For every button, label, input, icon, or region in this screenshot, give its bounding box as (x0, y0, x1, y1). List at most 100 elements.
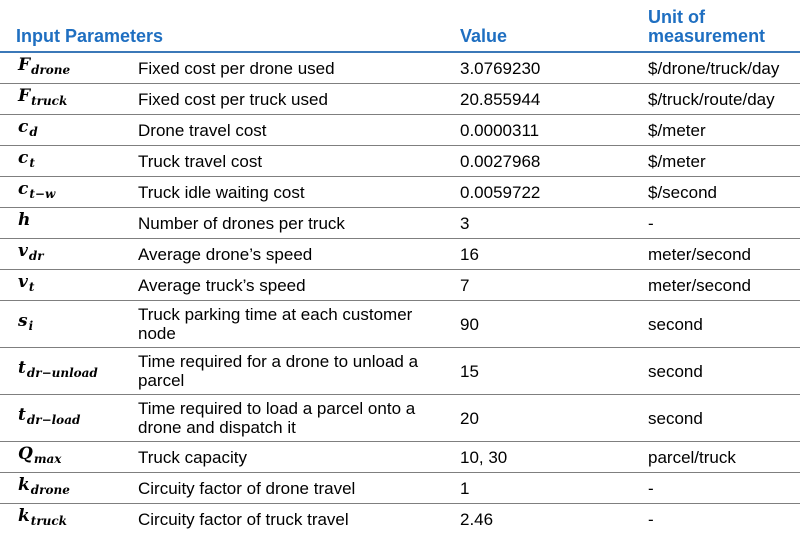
parameter-symbol: si (0, 301, 124, 348)
parameter-value: 10, 30 (446, 442, 642, 473)
table-row: kdrone Circuity factor of drone travel 1… (0, 473, 800, 504)
symbol-base: t (18, 405, 26, 425)
parameter-symbol: cd (0, 115, 124, 146)
parameter-symbol: Qmax (0, 442, 124, 473)
header-unit: Unit of measurement (642, 0, 800, 52)
parameter-unit: parcel/truck (642, 442, 800, 473)
parameter-unit: $/meter (642, 146, 800, 177)
symbol-subscript: drone (31, 483, 70, 497)
parameter-description: Number of drones per truck (124, 208, 446, 239)
parameter-symbol: ct (0, 146, 124, 177)
parameter-unit: - (642, 473, 800, 504)
parameter-value: 0.0027968 (446, 146, 642, 177)
symbol-subscript: dr−load (27, 413, 81, 427)
symbol-base: k (18, 506, 30, 526)
table-body: Fdrone Fixed cost per drone used 3.07692… (0, 52, 800, 534)
table-row: Ftruck Fixed cost per truck used 20.8559… (0, 84, 800, 115)
header-value: Value (446, 0, 642, 52)
table-row: ktruck Circuity factor of truck travel 2… (0, 504, 800, 534)
symbol-subscript: t (29, 156, 35, 170)
symbol-base: t (18, 358, 26, 378)
parameter-unit: meter/second (642, 239, 800, 270)
header-input-parameters: Input Parameters (0, 0, 446, 52)
parameter-symbol: vt (0, 270, 124, 301)
symbol-subscript: d (29, 125, 37, 139)
table-row: ct Truck travel cost 0.0027968 $/meter (0, 146, 800, 177)
parameter-value: 16 (446, 239, 642, 270)
parameter-unit: second (642, 395, 800, 442)
parameter-value: 3 (446, 208, 642, 239)
parameter-unit: second (642, 301, 800, 348)
parameter-value: 1 (446, 473, 642, 504)
parameter-unit: - (642, 208, 800, 239)
symbol-subscript: max (34, 452, 62, 466)
table-header: Input Parameters Value Unit of measureme… (0, 0, 800, 52)
parameter-description: Average truck’s speed (124, 270, 446, 301)
parameter-value: 7 (446, 270, 642, 301)
parameter-description: Time required to load a parcel onto a dr… (124, 395, 446, 442)
table-row: h Number of drones per truck 3 - (0, 208, 800, 239)
parameter-symbol: tdr−unload (0, 348, 124, 395)
parameter-unit: meter/second (642, 270, 800, 301)
parameter-description: Truck idle waiting cost (124, 177, 446, 208)
parameter-description: Truck capacity (124, 442, 446, 473)
parameter-value: 15 (446, 348, 642, 395)
symbol-base: F (18, 55, 30, 75)
symbol-base: v (18, 241, 28, 261)
parameter-description: Truck travel cost (124, 146, 446, 177)
parameter-description: Fixed cost per truck used (124, 84, 446, 115)
parameter-unit: - (642, 504, 800, 534)
parameter-symbol: Ftruck (0, 84, 124, 115)
parameter-value: 20.855944 (446, 84, 642, 115)
parameter-unit: $/second (642, 177, 800, 208)
symbol-base: v (18, 272, 28, 292)
parameter-symbol: Fdrone (0, 52, 124, 84)
symbol-base: c (18, 117, 28, 137)
table-row: ct−w Truck idle waiting cost 0.0059722 $… (0, 177, 800, 208)
parameter-unit: $/meter (642, 115, 800, 146)
parameter-value: 20 (446, 395, 642, 442)
table-row: tdr−load Time required to load a parcel … (0, 395, 800, 442)
parameter-description: Circuity factor of drone travel (124, 473, 446, 504)
parameter-value: 0.0000311 (446, 115, 642, 146)
table-row: vdr Average drone’s speed 16 meter/secon… (0, 239, 800, 270)
parameter-symbol: kdrone (0, 473, 124, 504)
parameter-description: Time required for a drone to unload a pa… (124, 348, 446, 395)
symbol-subscript: i (29, 319, 34, 333)
parameter-description: Drone travel cost (124, 115, 446, 146)
parameter-description: Circuity factor of truck travel (124, 504, 446, 534)
symbol-subscript: dr (29, 249, 44, 263)
parameter-symbol: tdr−load (0, 395, 124, 442)
symbol-base: c (18, 179, 28, 199)
parameter-symbol: vdr (0, 239, 124, 270)
table-row: vt Average truck’s speed 7 meter/second (0, 270, 800, 301)
parameter-symbol: h (0, 208, 124, 239)
parameter-description: Truck parking time at each customer node (124, 301, 446, 348)
symbol-subscript: truck (31, 94, 67, 108)
table-row: Qmax Truck capacity 10, 30 parcel/truck (0, 442, 800, 473)
parameter-description: Fixed cost per drone used (124, 52, 446, 84)
parameter-value: 2.46 (446, 504, 642, 534)
parameter-description: Average drone’s speed (124, 239, 446, 270)
parameter-value: 0.0059722 (446, 177, 642, 208)
table-row: tdr−unload Time required for a drone to … (0, 348, 800, 395)
symbol-base: s (18, 311, 28, 331)
parameter-value: 90 (446, 301, 642, 348)
parameter-value: 3.0769230 (446, 52, 642, 84)
parameter-unit: $/drone/truck/day (642, 52, 800, 84)
parameter-symbol: ktruck (0, 504, 124, 534)
table-row: cd Drone travel cost 0.0000311 $/meter (0, 115, 800, 146)
symbol-base: k (18, 475, 30, 495)
symbol-subscript: dr−unload (27, 366, 98, 380)
table-row: Fdrone Fixed cost per drone used 3.07692… (0, 52, 800, 84)
symbol-subscript: t (29, 280, 35, 294)
parameter-symbol: ct−w (0, 177, 124, 208)
parameter-unit: second (642, 348, 800, 395)
symbol-subscript: t−w (29, 187, 55, 201)
symbol-base: c (18, 148, 28, 168)
symbol-base: h (18, 210, 30, 230)
parameter-unit: $/truck/route/day (642, 84, 800, 115)
table-row: si Truck parking time at each customer n… (0, 301, 800, 348)
